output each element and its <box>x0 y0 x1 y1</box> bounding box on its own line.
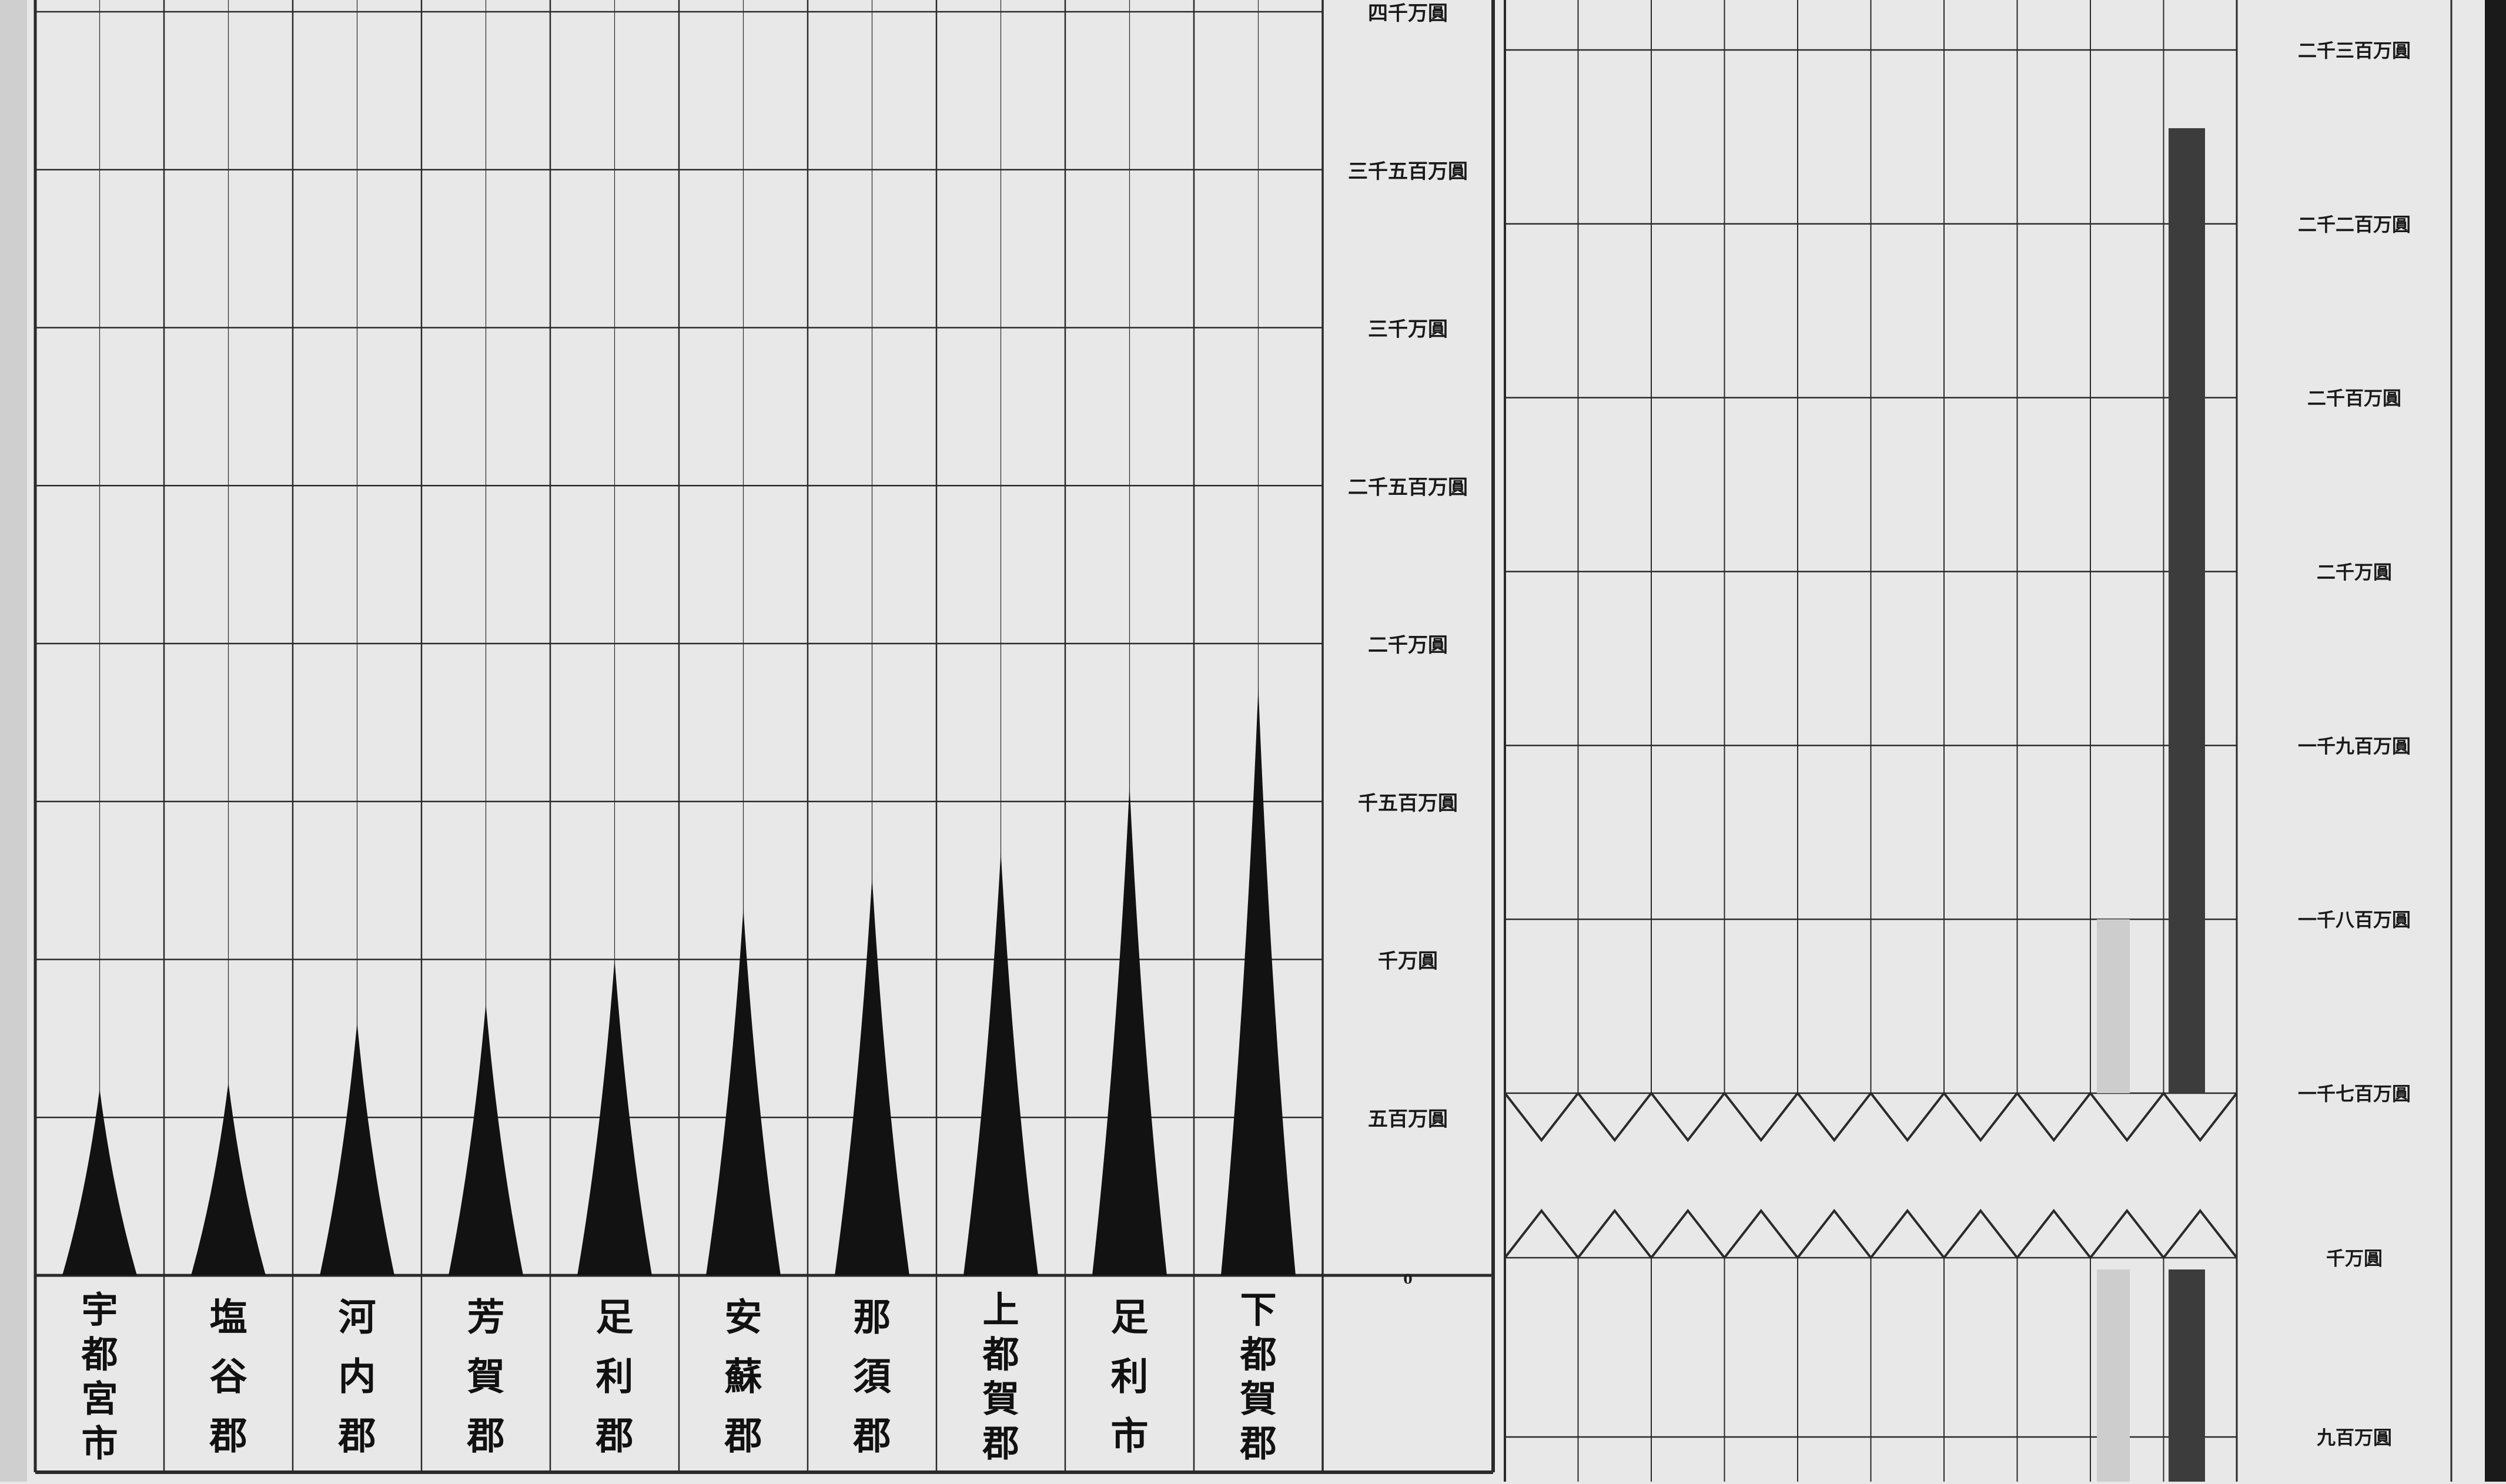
spike-bar <box>448 1003 524 1275</box>
left-chart-marks <box>62 688 1296 1275</box>
left-category-labels: 宇都宮市 塩谷郡 河内郡 芳賀郡 足利郡 安蘇郡 那須郡 上都賀郡 足利市 下都賀郡 <box>81 1288 1276 1465</box>
category-label: 足利市 <box>1111 1296 1149 1459</box>
page-frame-right <box>2485 0 2506 1482</box>
right-bar-lower <box>2097 1269 2130 1482</box>
y-tick-label: 三千万圓 <box>1368 318 1448 341</box>
y-tick-label: 二千五百万圓 <box>1348 475 1468 499</box>
right-y-tick-label: 一千八百万圓 <box>2298 909 2411 931</box>
spike-bar <box>319 1023 395 1275</box>
y-tick-label: 五百万圓 <box>1368 1107 1448 1131</box>
right-y-tick-label: 二千万圓 <box>2317 561 2392 584</box>
spike-bar <box>1092 785 1167 1275</box>
category-label: 芳賀郡 <box>467 1296 505 1459</box>
right-y-tick-label: 千万圓 <box>2326 1247 2383 1269</box>
right-y-tick-label: 一千九百万圓 <box>2298 735 2411 757</box>
y-tick-label: 三千五百万圓 <box>1348 160 1468 183</box>
spike-bar <box>577 959 653 1275</box>
right-y-tick-label: 一千七百万圓 <box>2298 1083 2411 1105</box>
y-tick-label: 0 <box>1403 1272 1412 1287</box>
spike-bar <box>1220 688 1296 1275</box>
category-label: 足利郡 <box>595 1296 634 1459</box>
category-label: 安蘇郡 <box>724 1296 762 1459</box>
right-y-tick-label: 九百万圓 <box>2317 1426 2392 1449</box>
page-frame-left <box>0 0 27 1482</box>
y-tick-label: 千万圓 <box>1378 950 1438 973</box>
right-bar-lower <box>2169 1269 2205 1482</box>
axis-break-zigzag <box>1504 1208 2238 1260</box>
spike-bar <box>62 1088 138 1275</box>
right-bar <box>2169 128 2205 1093</box>
axis-break-zigzag <box>1504 1091 2238 1143</box>
right-chart-marks <box>2097 128 2205 1482</box>
right-y-tick-label: 二千三百万圓 <box>2298 39 2411 62</box>
category-label: 宇都宮市 <box>81 1288 118 1465</box>
right-y-tick-label: 二千百万圓 <box>2307 387 2401 410</box>
spike-bar <box>190 1083 266 1275</box>
right-bar <box>2097 919 2130 1093</box>
category-label: 下都賀郡 <box>1239 1288 1276 1465</box>
y-tick-label: 四千万圓 <box>1368 2 1448 25</box>
category-label: 上都賀郡 <box>982 1288 1019 1465</box>
y-tick-label: 千五百万圓 <box>1358 792 1458 815</box>
spike-bar <box>705 909 781 1275</box>
right-y-tick-label: 二千二百万圓 <box>2298 213 2411 236</box>
category-label: 那須郡 <box>853 1296 892 1459</box>
category-label: 塩谷郡 <box>209 1296 247 1459</box>
spike-bar <box>834 877 910 1275</box>
y-tick-label: 二千万圓 <box>1368 634 1448 657</box>
spike-bar <box>963 852 1039 1275</box>
category-label: 河内郡 <box>338 1296 376 1459</box>
